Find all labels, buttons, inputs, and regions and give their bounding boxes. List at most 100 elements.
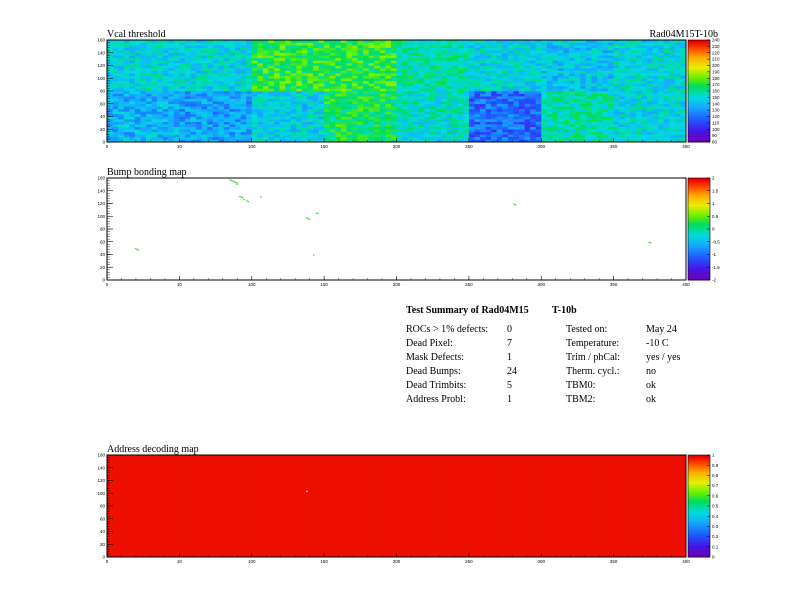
heatmap-cell — [658, 80, 665, 84]
heatmap-cell — [201, 60, 208, 64]
heatmap-cell — [530, 93, 536, 97]
heatmap-cell — [635, 126, 642, 130]
y-tick-label: 100 — [97, 491, 105, 496]
heatmap-cell — [552, 47, 559, 51]
heatmap-cell — [563, 136, 570, 140]
heatmap-cell — [318, 129, 325, 133]
heatmap-cell — [363, 83, 369, 87]
heatmap-cell — [184, 50, 191, 54]
heatmap-cell — [496, 93, 503, 97]
heatmap-cell — [585, 111, 592, 115]
palette-band — [688, 455, 710, 458]
heatmap-cell — [635, 85, 642, 89]
heatmap-cell — [468, 116, 475, 120]
heatmap-cell — [435, 50, 442, 54]
heatmap-cell — [123, 111, 130, 115]
heatmap-cell — [312, 75, 319, 79]
palette-band — [688, 40, 710, 43]
heatmap-cell — [591, 80, 598, 84]
heatmap-cell — [257, 113, 264, 117]
heatmap-cell — [123, 129, 130, 133]
heatmap-cell — [569, 83, 575, 87]
heatmap-cell — [402, 103, 408, 107]
y-tick-label: 60 — [100, 516, 106, 521]
heatmap-cell — [424, 78, 431, 82]
heatmap-cell — [535, 42, 542, 46]
dead-bump-point — [239, 195, 241, 198]
heatmap-cell — [574, 65, 581, 69]
heatmap-cell — [262, 101, 269, 105]
palette-tick-label: 0.6 — [712, 493, 719, 498]
heatmap-cell — [485, 98, 492, 102]
heatmap-cell — [240, 134, 247, 138]
palette-band — [688, 501, 710, 505]
heatmap-cell — [424, 93, 431, 97]
heatmap-cell — [507, 83, 514, 87]
heatmap-cell — [446, 40, 453, 43]
heatmap-cell — [652, 73, 659, 76]
heatmap-cell — [402, 108, 408, 112]
heatmap-cell — [235, 57, 241, 61]
heatmap-cell — [335, 60, 342, 64]
heatmap-cell — [179, 75, 186, 79]
heatmap-cell — [546, 96, 553, 99]
heatmap-cell — [663, 70, 670, 74]
heatmap-cell — [385, 124, 392, 127]
heatmap-cell — [491, 116, 498, 120]
heatmap-cell — [218, 111, 225, 115]
heatmap-cell — [546, 42, 553, 46]
x-tick-label: 150 — [320, 282, 328, 287]
heatmap-cell — [635, 116, 642, 120]
heatmap-cell — [307, 108, 314, 112]
heatmap-cell — [563, 70, 570, 74]
heatmap-cell — [329, 136, 336, 140]
heatmap-cell — [502, 101, 509, 105]
heatmap-cell — [680, 68, 687, 71]
heatmap-cell — [435, 80, 442, 84]
heatmap-cell — [463, 78, 470, 82]
heatmap-cell — [140, 68, 147, 71]
heatmap-cell — [630, 78, 637, 82]
heatmap-cell — [251, 93, 258, 97]
heatmap-cell — [307, 68, 314, 71]
heatmap-cell — [251, 121, 258, 125]
heatmap-cell — [285, 73, 292, 76]
heatmap-cell — [162, 116, 169, 120]
heatmap-cell — [285, 52, 292, 56]
heatmap-cell — [429, 93, 436, 97]
heatmap-cell — [129, 93, 136, 97]
heatmap-cell — [630, 91, 637, 94]
heatmap-cell — [530, 106, 536, 110]
heatmap-cell — [680, 103, 687, 107]
heatmap-cell — [491, 113, 498, 117]
heatmap-cell — [530, 131, 536, 135]
heatmap-cell — [274, 121, 280, 125]
heatmap-cell — [151, 80, 158, 84]
heatmap-cell — [145, 101, 152, 105]
heatmap-cell — [418, 108, 425, 112]
heatmap-cell — [368, 85, 375, 89]
heatmap-cell — [329, 139, 336, 143]
heatmap-cell — [580, 111, 587, 115]
heatmap-cell — [557, 88, 564, 92]
heatmap-cell — [129, 52, 136, 56]
heatmap-cell — [296, 129, 303, 133]
heatmap-cell — [129, 60, 136, 64]
heatmap-cell — [624, 42, 631, 46]
heatmap-cell — [452, 106, 459, 110]
heatmap-cell — [223, 65, 230, 69]
heatmap-cell — [285, 121, 292, 125]
heatmap-cell — [658, 85, 665, 89]
heatmap-cell — [546, 50, 553, 54]
heatmap-cell — [624, 83, 631, 87]
dead-bump-point — [242, 197, 244, 199]
heatmap-cell — [235, 47, 241, 51]
heatmap-cell — [524, 96, 531, 99]
heatmap-cell — [257, 96, 264, 99]
heatmap-cell — [596, 42, 603, 46]
y-tick-label: 40 — [100, 529, 106, 534]
heatmap-cell — [541, 131, 548, 135]
x-tick-label: 200 — [393, 282, 401, 287]
heatmap-cell — [134, 62, 141, 66]
address-decoding-palette: 00.10.20.30.40.50.60.70.80.91 — [687, 453, 719, 560]
